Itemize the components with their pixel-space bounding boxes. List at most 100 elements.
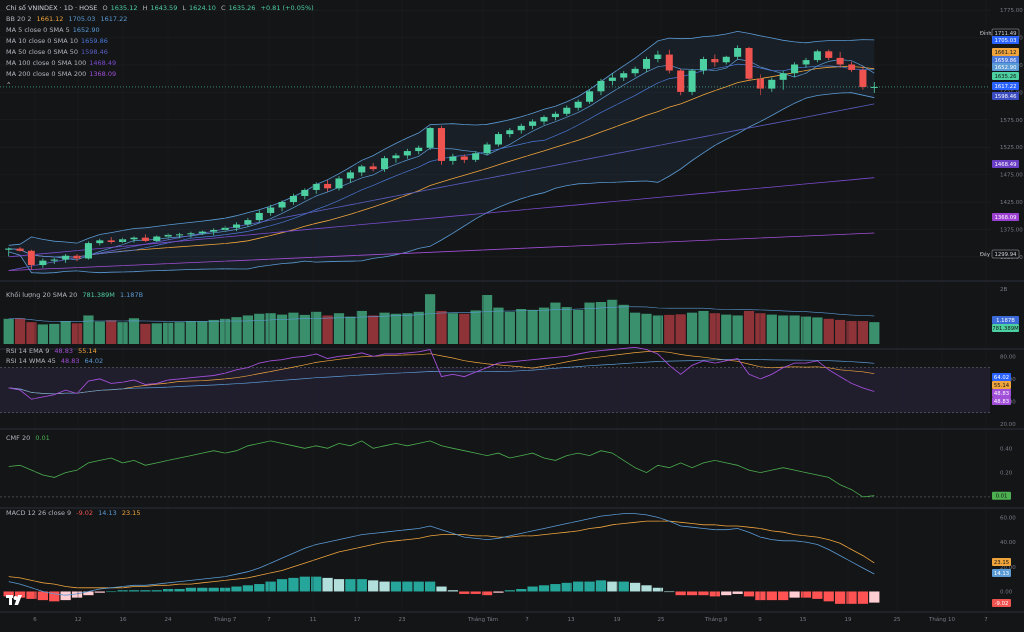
volume-bar (743, 310, 755, 344)
candle-body (847, 64, 856, 70)
volume-bar (276, 314, 288, 344)
macd-histogram-bar (83, 591, 94, 596)
macd-histogram-bar (527, 586, 538, 592)
candle-body (642, 58, 651, 69)
ma200-legend[interactable]: MA 200 close 0 SMA 200 1368.09 (6, 69, 119, 80)
macd-axis-tick: 40.00 (1000, 540, 1016, 546)
candle-body (346, 172, 354, 179)
price-axis-tick: 1575.00 (1000, 118, 1023, 124)
symbol-name: Chỉ số VNINDEX · 1D · HOSE (6, 4, 98, 12)
macd-histogram-bar (299, 576, 310, 592)
volume-bar (493, 307, 504, 344)
macd-histogram-bar (755, 591, 766, 601)
volume-bar (37, 324, 48, 344)
time-axis-label: Tháng 9 (704, 616, 728, 623)
volume-bar (208, 319, 219, 344)
ma5-label: MA 5 close 0 SMA 5 (6, 26, 70, 34)
rsi-axis-tick: 20.00 (1000, 422, 1016, 428)
volume-bar (652, 315, 664, 344)
price-axis-tick: 1375.00 (1000, 227, 1023, 233)
candle-body (392, 155, 400, 159)
macd-histogram-bar (94, 591, 105, 593)
candle-body (494, 134, 502, 145)
candle-body (711, 58, 719, 63)
bb-legend[interactable]: BB 20 2 1661.12 1705.03 1617.22 (6, 14, 130, 25)
macd-histogram-bar (333, 579, 345, 592)
candle-body (597, 80, 605, 92)
candle-body (551, 113, 559, 118)
rsi-tag (992, 389, 1011, 397)
ohlc-close: 1635.26 (228, 4, 256, 12)
ma200-line (8, 232, 875, 271)
macd-histogram-bar (481, 591, 493, 596)
candle-body (244, 220, 252, 225)
rsi-value: 48.83 (54, 347, 74, 355)
macd-label: MACD 12 26 close 9 (6, 509, 72, 517)
macd-histogram-bar (846, 591, 857, 604)
price-tag-text: 1368.09 (995, 215, 1017, 221)
ma50-label: MA 50 close 0 SMA 50 (6, 48, 78, 56)
volume-bar (470, 310, 481, 344)
ohlc-high-key: H (142, 4, 148, 12)
volume-bar (265, 313, 276, 344)
price-tag (992, 56, 1019, 64)
ma50-line (8, 103, 875, 271)
macd-histogram-bar (504, 590, 515, 592)
price-tag (992, 63, 1019, 71)
rsi-wma-legend[interactable]: RSI 14 WMA 45 48.83 64.02 (6, 356, 106, 367)
candle-body (745, 48, 753, 79)
price-axis-background (990, 0, 1024, 628)
candle-body (403, 151, 411, 156)
time-axis-label: 11 (310, 617, 317, 623)
volume-bar (345, 316, 356, 344)
volume-bar (835, 319, 846, 344)
volume-bar (664, 314, 675, 344)
macd-histogram-bar (288, 577, 299, 592)
ma10-legend[interactable]: MA 10 close 0 SMA 10 1659.86 (6, 36, 111, 47)
macd-histogram-bar (538, 585, 550, 592)
macd-legend[interactable]: MACD 12 26 close 9 -9.02 14.13 23.15 (6, 508, 143, 519)
ma10-label: MA 10 close 0 SMA 10 (6, 37, 78, 45)
ma100-legend[interactable]: MA 100 close 0 SMA 100 1468.49 (6, 58, 119, 69)
volume-sma-line (8, 306, 875, 323)
candle-body (437, 128, 446, 161)
ma50-legend[interactable]: MA 50 close 0 SMA 50 1598.46 (6, 47, 111, 58)
volume-legend[interactable]: Khối lượng 20 SMA 20 781.389M 1.187B (6, 290, 146, 301)
candle-body (267, 207, 275, 213)
macd-histogram-bar (254, 584, 265, 592)
volume-bar (709, 313, 720, 344)
rsi-line (8, 346, 875, 400)
macd-histogram-bar (402, 581, 413, 592)
candle-body (802, 60, 810, 65)
candle-body (825, 51, 833, 58)
macd-histogram-bar (231, 586, 242, 592)
price-tag (992, 72, 1019, 80)
candle-body (472, 153, 480, 160)
collapse-legend-icon[interactable]: ⌃ (6, 81, 12, 89)
rsi-legend[interactable]: RSI 14 EMA 9 48.83 55.14 (6, 346, 100, 357)
candle-body (301, 189, 309, 196)
time-axis-label: Tháng 7 (213, 616, 237, 623)
cmf-tag-text: 0.01 (996, 494, 1008, 500)
macd-histogram-bar (823, 591, 834, 602)
tradingview-logo-icon[interactable] (6, 594, 24, 608)
volume-bar (436, 310, 447, 344)
macd-histogram-bar (379, 581, 390, 592)
macd-histogram-bar (356, 579, 367, 592)
volume-bar (766, 314, 777, 344)
cmf-legend[interactable]: CMF 20 0.01 (6, 433, 53, 444)
time-axis-label: 23 (399, 617, 406, 623)
volume-bar (333, 313, 345, 344)
candle-body (699, 58, 707, 71)
candle-body (563, 107, 571, 114)
bollinger-basis-line (8, 66, 875, 258)
volume-bar (732, 315, 743, 344)
candle-body (198, 231, 206, 234)
ma5-legend[interactable]: MA 5 close 0 SMA 5 1652.90 (6, 25, 103, 36)
cmf-value: 0.01 (35, 434, 50, 442)
macd-histogram-bar (857, 591, 869, 604)
time-axis-label: Tháng Tám (467, 616, 498, 623)
candle-body (27, 250, 36, 266)
